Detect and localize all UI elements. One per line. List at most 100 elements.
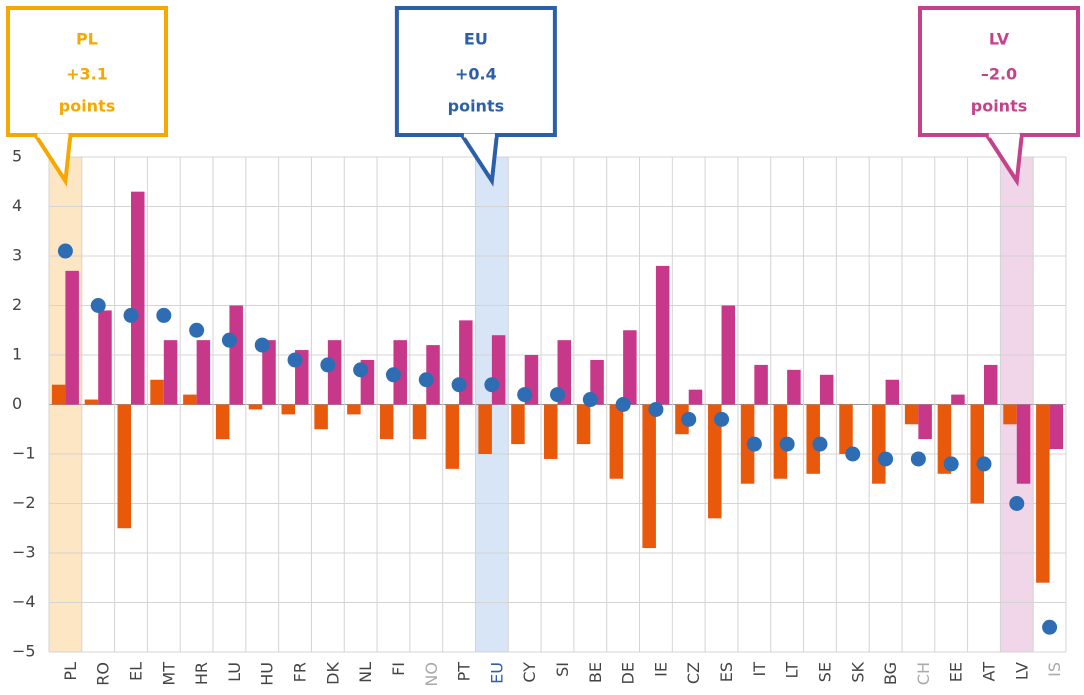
y-tick-label: 4 [12, 196, 22, 215]
x-tick-label: FR [291, 662, 310, 682]
bar [248, 404, 263, 410]
bar [426, 345, 440, 405]
x-tick-label: CH [914, 662, 933, 685]
callout-pointer [985, 133, 1024, 187]
bar [1003, 404, 1017, 425]
dot [189, 322, 205, 338]
x-tick-label: RO [94, 662, 113, 686]
callout-box [918, 6, 1080, 137]
x-tick-label: CZ [684, 662, 703, 684]
dot [943, 456, 959, 472]
x-tick-label: IE [651, 662, 670, 677]
bar [262, 340, 276, 405]
y-tick-label: −4 [12, 592, 36, 611]
bar [379, 404, 394, 440]
bar [314, 404, 328, 430]
x-tick-label: EE [947, 662, 966, 682]
bar [904, 404, 919, 425]
bar [131, 191, 145, 405]
bar [839, 404, 853, 454]
x-tick-label: AT [979, 662, 998, 682]
dot [484, 377, 500, 393]
callout-label: EU [464, 30, 488, 49]
bar [872, 404, 886, 484]
callout-gap [37, 133, 69, 138]
x-tick-label: BE [586, 662, 605, 683]
bar [150, 379, 164, 405]
dot [418, 372, 434, 388]
callout-value-text: +3.1 [66, 65, 108, 84]
bar [970, 404, 984, 504]
dot [976, 456, 992, 472]
x-tick-label: ES [717, 662, 736, 682]
bar [623, 330, 637, 405]
x-tick-label: LU [225, 662, 244, 682]
dot [254, 337, 270, 353]
bar [215, 404, 230, 440]
bar [65, 270, 79, 405]
bar [885, 379, 900, 405]
dot [451, 377, 467, 393]
dot [320, 357, 336, 373]
callout-gap [463, 133, 495, 138]
bar [544, 404, 558, 459]
bar [806, 404, 820, 474]
bar [84, 399, 99, 405]
bar [491, 335, 506, 405]
x-tick-label: EU [487, 662, 506, 684]
dot [648, 401, 664, 417]
x-tick-label: SI [553, 662, 572, 677]
x-tick-label: IS [1045, 662, 1064, 677]
bar [918, 404, 932, 440]
bar [937, 404, 952, 474]
x-tick-label: IT [750, 662, 769, 677]
x-tick-label: LT [783, 662, 802, 679]
callout-unit: points [448, 97, 505, 116]
x-tick-label: DK [323, 661, 342, 684]
dot [57, 243, 73, 259]
bar [576, 404, 591, 445]
x-tick-label: FI [389, 662, 408, 676]
dot [353, 362, 369, 378]
callout-box [394, 6, 557, 137]
dot [615, 397, 631, 412]
dot [812, 436, 828, 452]
dot [550, 387, 565, 403]
bar [688, 389, 703, 405]
x-tick-label: NO [422, 662, 441, 687]
x-tick-label: EL [127, 662, 146, 681]
y-tick-label: −2 [12, 493, 36, 512]
x-tick-label: HU [258, 662, 277, 686]
x-tick-label: SK [848, 662, 867, 683]
bar [983, 364, 998, 405]
dot [582, 392, 598, 408]
bar [708, 404, 722, 519]
callout-label: PL [76, 30, 98, 49]
dot [156, 307, 172, 323]
bar [196, 340, 211, 405]
callout-pointer [33, 133, 73, 187]
callout-unit: points [59, 97, 116, 116]
y-tick-label: 1 [12, 345, 22, 364]
x-tick-label: MT [159, 662, 178, 686]
x-tick-label: BG [881, 662, 900, 685]
y-tick-label: 0 [12, 394, 22, 413]
x-tick-label: NL [356, 662, 375, 683]
dot [385, 367, 401, 383]
y-tick-label: 2 [12, 295, 22, 314]
bar [412, 404, 427, 440]
bar [1049, 404, 1064, 450]
bar [229, 305, 243, 405]
dot [779, 436, 795, 452]
dot [1009, 496, 1025, 511]
bar [327, 340, 342, 405]
x-tick-label: HR [192, 662, 211, 685]
dot [714, 411, 730, 427]
dot [681, 411, 697, 427]
bar [281, 404, 296, 415]
x-tick-label: PL [61, 662, 80, 681]
bar [642, 404, 656, 549]
y-tick-label: 5 [12, 147, 22, 166]
y-tick-label: −5 [12, 642, 36, 661]
